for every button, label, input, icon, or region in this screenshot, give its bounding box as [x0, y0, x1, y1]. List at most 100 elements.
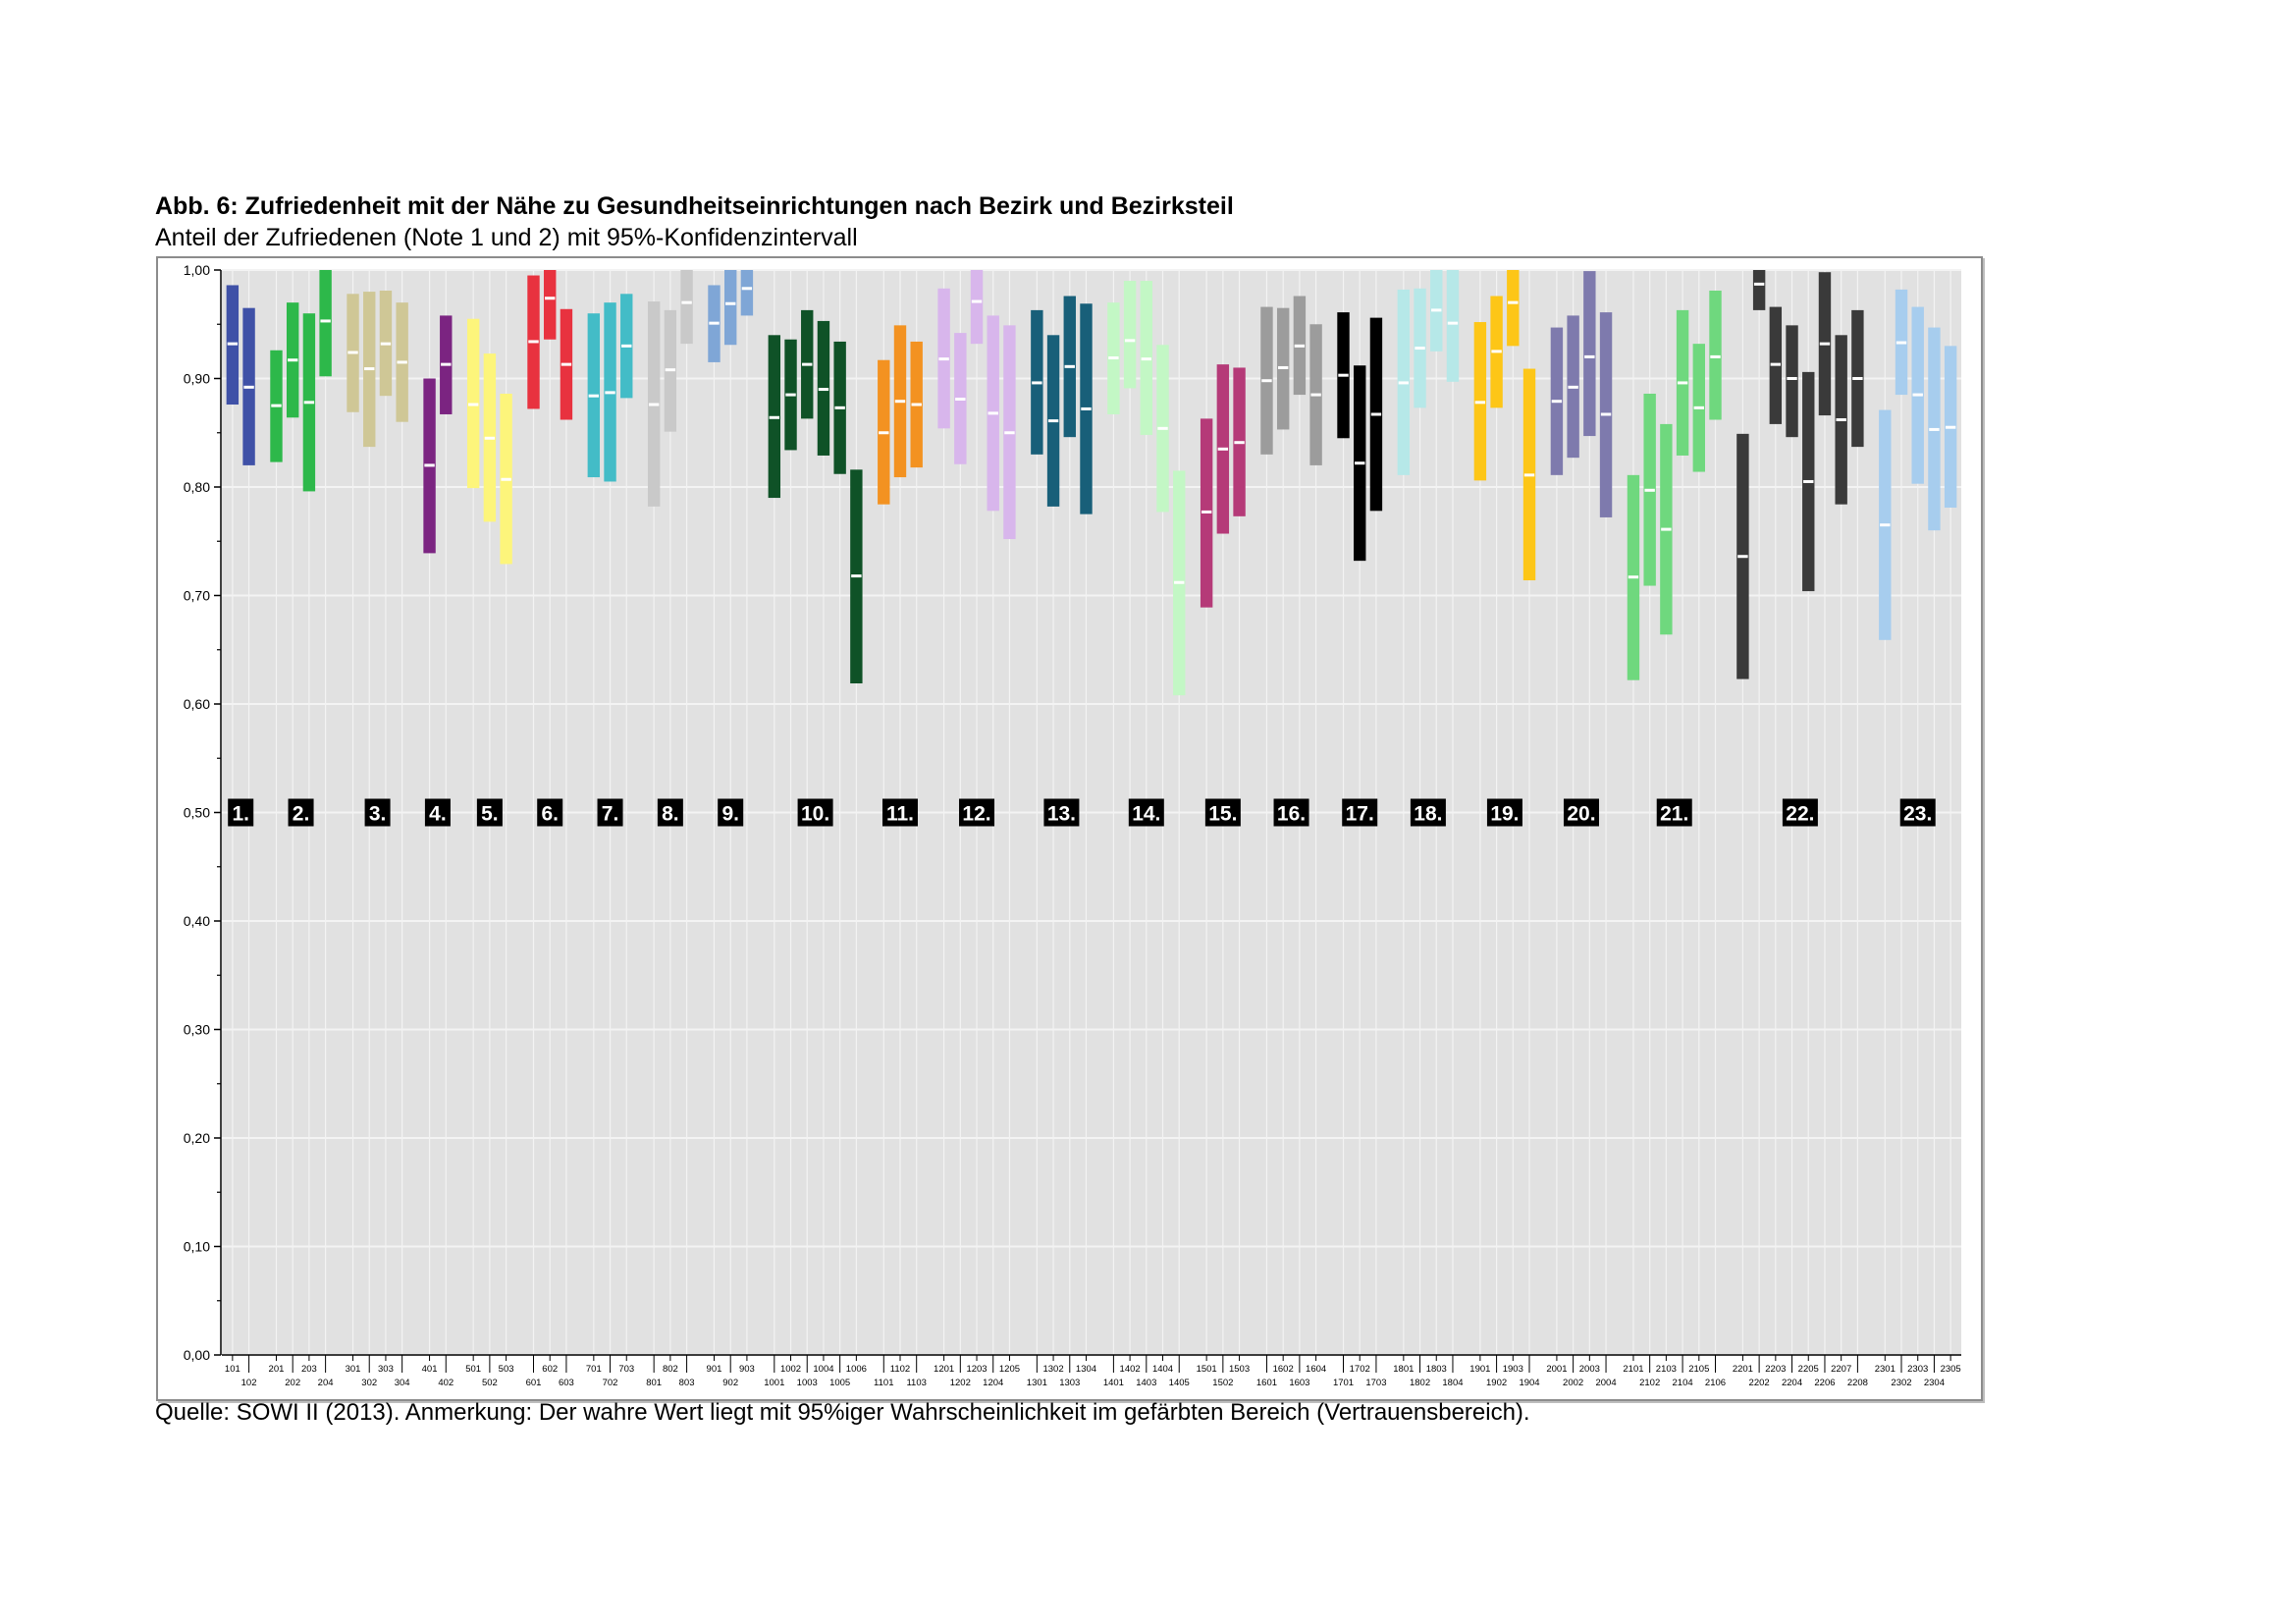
district-badge-5	[476, 798, 503, 827]
y-tick-label: 0,10	[184, 1239, 210, 1255]
x-tick-label: 1203	[966, 1364, 987, 1375]
x-tick-label: 803	[679, 1378, 695, 1388]
x-tick-label: 1402	[1120, 1364, 1141, 1375]
district-badge-20	[1563, 798, 1599, 827]
y-tick-label: 0,30	[184, 1022, 210, 1038]
y-tick-label: 0,40	[184, 913, 210, 929]
district-labels: 1. 2. 3. 4. 5. 6. 7. 8. 9. 10. 11. 12. 13. 14. 15. 16. 1…	[228, 798, 1936, 827]
y-tick-label: 0,20	[184, 1130, 210, 1146]
district-badge-3	[364, 798, 391, 827]
district-label-4: 4.	[429, 803, 447, 826]
x-tick-label: 101	[225, 1364, 240, 1375]
x-tick-label: 2201	[1733, 1364, 1753, 1375]
district-badge-22	[1782, 798, 1818, 827]
ci-bar-803	[680, 270, 693, 345]
district-label-7: 7.	[602, 803, 619, 826]
x-tick-label: 2103	[1656, 1364, 1677, 1375]
x-tick-label: 2208	[1847, 1378, 1868, 1388]
district-label-12: 12.	[962, 803, 990, 826]
x-tick-label: 2004	[1595, 1378, 1616, 1388]
ci-bar-2106	[1709, 290, 1722, 420]
x-tick-label: 1003	[797, 1378, 818, 1388]
x-tick-label: 701	[586, 1364, 602, 1375]
district-badge-18	[1410, 798, 1446, 827]
x-tick-label: 1501	[1197, 1364, 1217, 1375]
district-label-16: 16.	[1277, 803, 1306, 826]
chart-title: Abb. 6: Zufriedenheit mit der Nähe zu Ge…	[155, 192, 1234, 220]
x-tick-label: 602	[542, 1364, 558, 1375]
x-tick-label: 1602	[1273, 1364, 1294, 1375]
x-tick-label: 1301	[1027, 1378, 1047, 1388]
x-tick-label: 901	[707, 1364, 722, 1375]
x-tick-label: 2001	[1546, 1364, 1567, 1375]
x-tick-label: 1703	[1365, 1378, 1386, 1388]
range-bar-chart: 0,00 0,10 0,20 0,30 0,40 0,50 0,60 0,70 0,80 0,90…	[184, 262, 1961, 1388]
x-tick-label: 703	[618, 1364, 634, 1375]
y-tick-label: 0,00	[184, 1347, 210, 1363]
district-label-20: 20.	[1567, 803, 1595, 826]
x-tick-label: 2305	[1941, 1364, 1961, 1375]
district-badge-15	[1204, 798, 1241, 827]
x-tick-label: 502	[482, 1378, 498, 1388]
district-badge-23	[1899, 798, 1936, 827]
district-label-3: 3.	[369, 803, 387, 826]
district-badge-1	[228, 798, 254, 827]
x-tick-label: 2207	[1831, 1364, 1851, 1375]
x-tick-label: 302	[361, 1378, 377, 1388]
x-tick-label: 1502	[1212, 1378, 1233, 1388]
district-badge-2	[288, 798, 314, 827]
x-tick-label: 1904	[1519, 1378, 1539, 1388]
x-tick-label: 1202	[950, 1378, 971, 1388]
ci-bar-1402	[1123, 281, 1137, 389]
district-badge-4	[424, 798, 451, 827]
ci-bar-602	[544, 270, 557, 340]
ci-bar-1903	[1507, 270, 1520, 347]
ci-bar-1203	[970, 270, 984, 345]
x-tick-label: 503	[499, 1364, 514, 1375]
district-label-6: 6.	[541, 803, 559, 826]
x-axis: 1011022012022032043013023033044014025015…	[222, 1354, 1961, 1388]
district-badge-8	[657, 798, 683, 827]
district-badge-10	[797, 798, 833, 827]
district-badge-6	[537, 798, 563, 827]
district-label-1: 1.	[232, 803, 249, 826]
x-tick-label: 1801	[1393, 1364, 1414, 1375]
ci-bar-903	[740, 270, 754, 316]
ci-bar-2202	[1752, 270, 1766, 310]
y-axis: 0,00 0,10 0,20 0,30 0,40 0,50 0,60 0,70 0,80 0,90…	[184, 262, 222, 1363]
x-tick-label: 1503	[1229, 1364, 1250, 1375]
district-label-2: 2.	[293, 803, 310, 826]
district-badge-19	[1486, 798, 1522, 827]
ci-bar-2003	[1583, 271, 1596, 437]
district-badge-9	[718, 798, 744, 827]
x-tick-label: 2302	[1891, 1378, 1911, 1388]
district-label-14: 14.	[1132, 803, 1160, 826]
x-tick-label: 1902	[1486, 1378, 1507, 1388]
district-badge-13	[1043, 798, 1080, 827]
x-tick-label: 801	[646, 1378, 662, 1388]
district-label-21: 21.	[1660, 803, 1688, 826]
district-label-23: 23.	[1903, 803, 1932, 826]
district-badge-12	[959, 798, 995, 827]
x-tick-label: 2304	[1924, 1378, 1945, 1388]
x-tick-label: 1302	[1042, 1364, 1063, 1375]
x-tick-label: 802	[663, 1364, 678, 1375]
x-tick-label: 1804	[1442, 1378, 1463, 1388]
ci-bar-1804	[1446, 270, 1460, 382]
x-tick-label: 1103	[906, 1378, 926, 1388]
x-tick-label: 1006	[846, 1364, 867, 1375]
district-label-17: 17.	[1346, 803, 1374, 826]
x-tick-label: 1604	[1306, 1364, 1326, 1375]
district-label-10: 10.	[801, 803, 829, 826]
x-tick-label: 2301	[1875, 1364, 1896, 1375]
x-tick-label: 702	[603, 1378, 618, 1388]
x-tick-label: 2303	[1907, 1364, 1928, 1375]
x-tick-label: 1204	[983, 1378, 1003, 1388]
district-label-8: 8.	[662, 803, 679, 826]
x-tick-label: 1001	[764, 1378, 784, 1388]
x-tick-label: 402	[438, 1378, 454, 1388]
district-label-13: 13.	[1047, 803, 1076, 826]
source-note: Quelle: SOWI II (2013). Anmerkung: Der w…	[155, 1399, 1530, 1426]
district-label-11: 11.	[886, 803, 914, 826]
x-tick-label: 401	[422, 1364, 438, 1375]
